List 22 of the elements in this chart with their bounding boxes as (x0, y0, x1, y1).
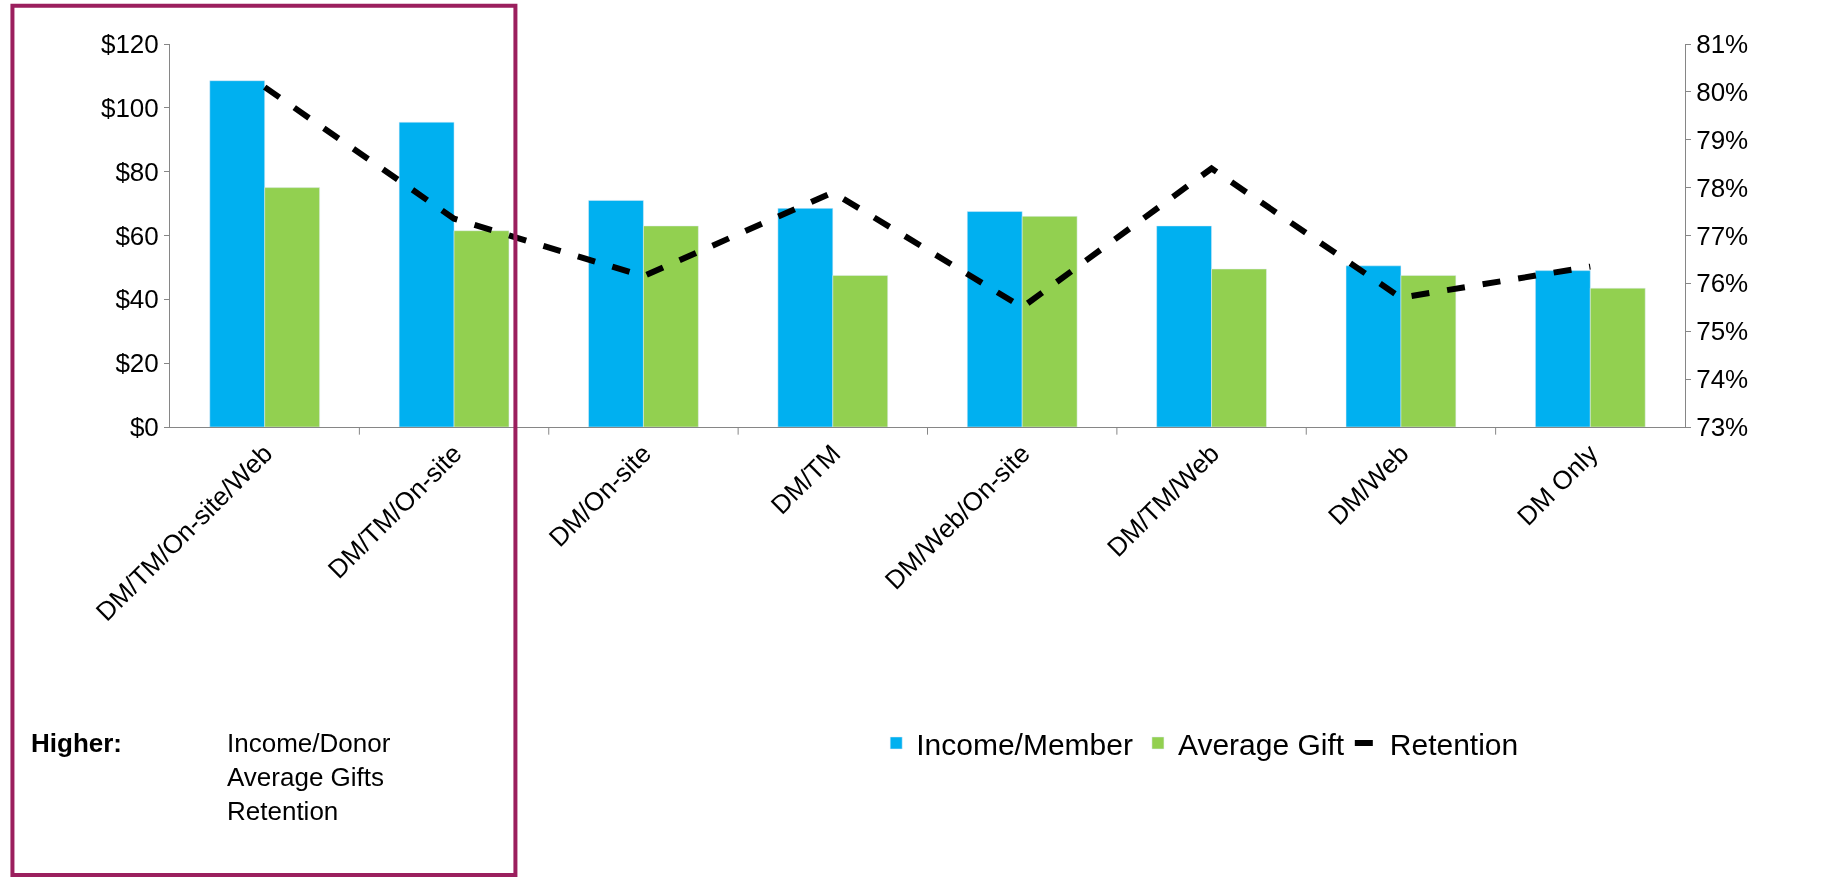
y2-tick-label: 77% (1696, 220, 1749, 251)
y2-tick-label: 78% (1696, 172, 1749, 203)
legend-label: Average Gift (1177, 727, 1345, 761)
y2-tick-label: 79% (1696, 124, 1749, 155)
y-tick-label: $100 (100, 92, 159, 123)
y-tick-label: $120 (100, 29, 159, 60)
y-tick-label: $40 (115, 284, 159, 315)
text: Higher: (31, 728, 122, 758)
y-tick-label: $60 (115, 220, 159, 251)
x-tick-label: DM Only (1511, 438, 1604, 532)
legend-label: Income/Member (916, 727, 1133, 761)
y2-tick-label: 81% (1696, 29, 1749, 60)
y-tick-label: $20 (115, 348, 159, 379)
legend-label: Retention (1389, 727, 1519, 761)
y2-tick-label: 74% (1696, 364, 1749, 395)
y2-tick-label: 80% (1696, 76, 1749, 107)
y-tick-label: $0 (129, 412, 159, 443)
y2-tick-label: 73% (1696, 412, 1749, 443)
text: Income/Donor Average Gifts Retention (227, 728, 391, 826)
y2-tick-label: 75% (1696, 316, 1749, 347)
y-tick-label: $80 (115, 156, 159, 187)
y2-tick-label: 76% (1696, 268, 1749, 299)
